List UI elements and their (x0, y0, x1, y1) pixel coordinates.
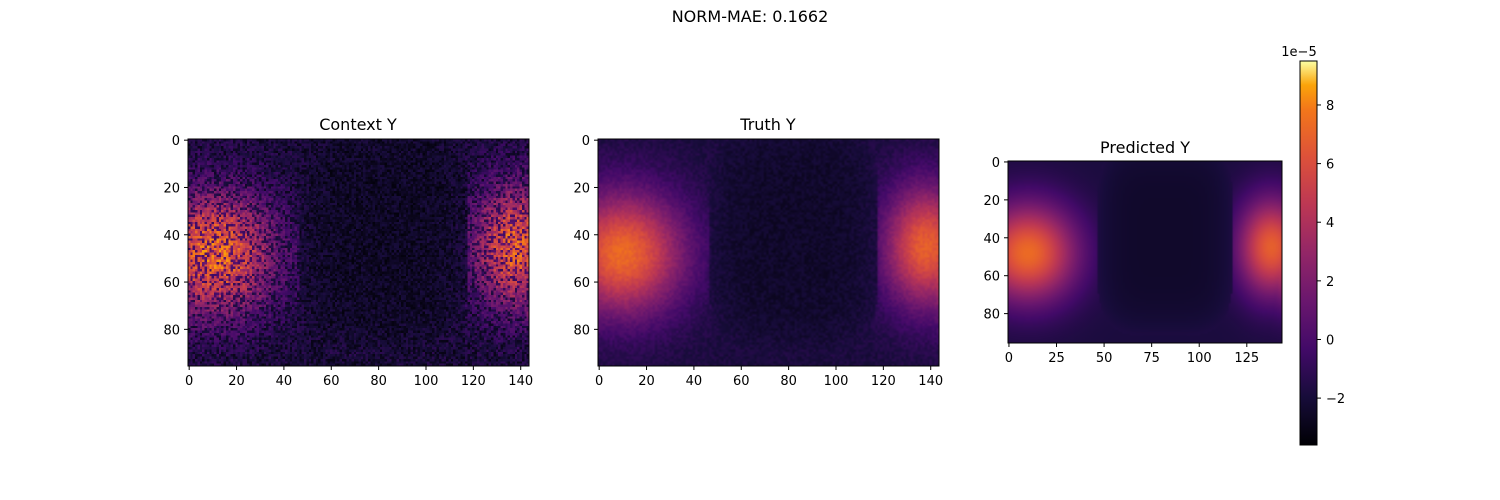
x-tick-label: 0 (185, 374, 193, 389)
y-tick-label: 40 (163, 229, 180, 244)
x-tick-label: 75 (1143, 351, 1160, 366)
heatmap-image (1008, 161, 1282, 343)
heatmap-image (188, 139, 529, 366)
x-tick-label: 140 (508, 374, 533, 389)
plot-frame (187, 138, 530, 367)
x-tick-label: 20 (638, 374, 655, 389)
y-tick-label: 80 (983, 308, 1000, 323)
x-tick-label: 25 (1048, 351, 1065, 366)
y-tick-label: 60 (573, 276, 590, 291)
plot-frame (1007, 160, 1283, 344)
y-tick-label: 40 (573, 229, 590, 244)
colorbar: 1e−5 8 6 4 2 0 −2 (1281, 45, 1345, 446)
heatmap-image (598, 139, 939, 366)
x-tick-label: 120 (461, 374, 486, 389)
panel-title: Truth Y (739, 115, 796, 134)
colorbar-tick-label: −2 (1326, 392, 1345, 407)
axis-ticks: 0 20 40 60 80 100 120 140 0 20 40 60 80 (573, 134, 943, 389)
x-tick-label: 20 (228, 374, 245, 389)
axis-ticks: 0 20 40 60 80 100 120 140 0 20 40 60 80 (163, 134, 533, 389)
colorbar-tick-label: 6 (1326, 158, 1334, 173)
x-tick-label: 100 (824, 374, 849, 389)
y-tick-label: 60 (983, 270, 1000, 285)
x-tick-label: 0 (1005, 351, 1013, 366)
x-tick-label: 125 (1234, 351, 1259, 366)
plot-frame (597, 138, 940, 367)
axis-ticks: 0 25 50 75 100 125 0 20 40 60 80 (983, 156, 1259, 366)
x-tick-label: 40 (276, 374, 293, 389)
y-tick-label: 0 (992, 156, 1000, 171)
colorbar-scale-label: 1e−5 (1281, 45, 1316, 60)
colorbar-ticks: 8 6 4 2 0 −2 (1317, 99, 1345, 407)
y-tick-label: 80 (163, 323, 180, 338)
figure-suptitle: NORM-MAE: 0.1662 (672, 7, 829, 26)
y-tick-label: 40 (983, 232, 1000, 247)
y-tick-label: 20 (163, 181, 180, 196)
panel-truth-y: Truth Y 0 20 40 60 80 100 120 140 0 20 40 60 80 (573, 115, 943, 389)
panel-context-y: Context Y 0 20 40 60 80 100 120 140 0 20 40 60 80 (163, 115, 533, 389)
x-tick-label: 100 (1187, 351, 1212, 366)
x-tick-label: 40 (686, 374, 703, 389)
y-tick-label: 20 (983, 194, 1000, 209)
x-tick-label: 80 (780, 374, 797, 389)
x-tick-label: 60 (733, 374, 750, 389)
y-tick-label: 0 (172, 134, 180, 149)
x-tick-label: 140 (918, 374, 943, 389)
colorbar-tick-label: 8 (1326, 99, 1334, 114)
panel-predicted-y: Predicted Y 0 25 50 75 100 125 0 20 40 60 80 (983, 138, 1283, 366)
y-tick-label: 60 (163, 276, 180, 291)
colorbar-tick-label: 2 (1326, 275, 1334, 290)
x-tick-label: 100 (414, 374, 439, 389)
x-tick-label: 0 (595, 374, 603, 389)
y-tick-label: 20 (573, 181, 590, 196)
x-tick-label: 120 (871, 374, 896, 389)
x-tick-label: 80 (370, 374, 387, 389)
x-tick-label: 60 (323, 374, 340, 389)
colorbar-tick-label: 4 (1326, 216, 1334, 231)
colorbar-frame (1299, 60, 1318, 446)
x-tick-label: 50 (1096, 351, 1113, 366)
colorbar-gradient (1300, 61, 1317, 445)
panel-title: Predicted Y (1100, 138, 1190, 157)
y-tick-label: 0 (582, 134, 590, 149)
colorbar-tick-label: 0 (1326, 333, 1334, 348)
panel-title: Context Y (319, 115, 397, 134)
y-tick-label: 80 (573, 323, 590, 338)
